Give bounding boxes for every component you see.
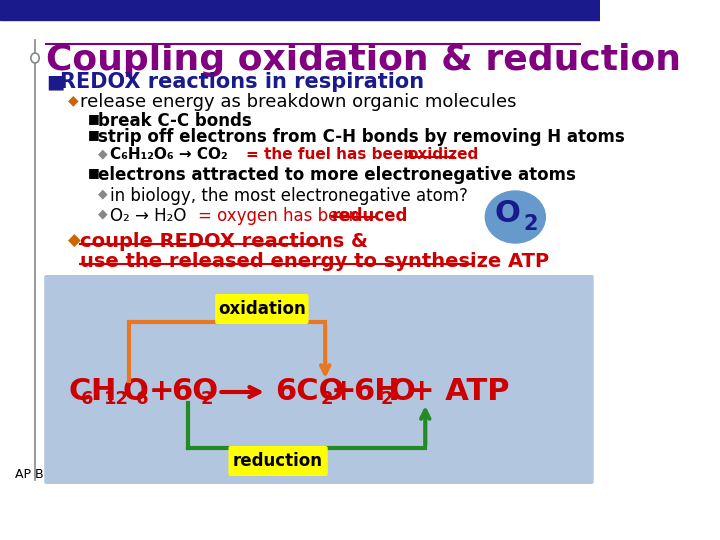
Text: ◆: ◆ xyxy=(99,207,108,220)
Text: ◆: ◆ xyxy=(99,187,108,200)
Text: O₂ → H₂O: O₂ → H₂O xyxy=(110,207,197,225)
Text: 2: 2 xyxy=(523,214,538,234)
Text: O: O xyxy=(494,199,520,228)
Text: 6O: 6O xyxy=(171,377,218,407)
Text: strip off electrons from C-H bonds by removing H atoms: strip off electrons from C-H bonds by re… xyxy=(99,128,625,146)
Text: oxidized: oxidized xyxy=(407,147,478,162)
Text: ◆: ◆ xyxy=(68,93,79,107)
Text: O: O xyxy=(390,377,415,407)
Text: C₆H₁₂O₆ → CO₂: C₆H₁₂O₆ → CO₂ xyxy=(110,147,238,162)
Text: AP B: AP B xyxy=(15,468,44,481)
Text: 6CO: 6CO xyxy=(275,377,345,407)
Circle shape xyxy=(31,53,39,63)
Text: electrons attracted to more electronegative atoms: electrons attracted to more electronegat… xyxy=(99,166,576,184)
Text: use the released energy to synthesize ATP: use the released energy to synthesize AT… xyxy=(80,252,549,271)
Text: +: + xyxy=(148,377,174,407)
Text: break C-C bonds: break C-C bonds xyxy=(99,112,252,130)
Text: 2: 2 xyxy=(201,390,213,408)
Text: C: C xyxy=(68,377,91,407)
Bar xyxy=(0,0,600,20)
Text: ◆: ◆ xyxy=(99,147,108,160)
Text: = the fuel has been: = the fuel has been xyxy=(246,147,419,162)
FancyBboxPatch shape xyxy=(228,446,328,476)
Text: +: + xyxy=(331,377,356,407)
Text: in biology, the most electronegative atom?: in biology, the most electronegative ato… xyxy=(110,187,468,205)
Text: 6H: 6H xyxy=(353,377,400,407)
Text: 12: 12 xyxy=(104,390,129,408)
Text: 6: 6 xyxy=(136,390,148,408)
Text: 2: 2 xyxy=(380,390,392,408)
Text: O: O xyxy=(122,377,148,407)
Text: oxidation: oxidation xyxy=(218,300,306,318)
Text: ■: ■ xyxy=(88,166,99,179)
Text: reduced: reduced xyxy=(332,207,408,225)
Text: ■: ■ xyxy=(88,128,99,141)
Ellipse shape xyxy=(485,191,545,243)
FancyBboxPatch shape xyxy=(44,275,594,484)
Text: + ATP: + ATP xyxy=(408,377,509,407)
Text: couple REDOX reactions &: couple REDOX reactions & xyxy=(80,232,368,251)
Text: REDOX reactions in respiration: REDOX reactions in respiration xyxy=(60,72,424,92)
Text: Coupling oxidation & reduction: Coupling oxidation & reduction xyxy=(46,43,681,77)
Text: release energy as breakdown organic molecules: release energy as breakdown organic mole… xyxy=(80,93,516,111)
Text: reduction: reduction xyxy=(233,452,323,470)
FancyBboxPatch shape xyxy=(215,294,309,324)
Text: ■: ■ xyxy=(88,112,99,125)
Text: 2: 2 xyxy=(320,390,333,408)
Text: = oxygen has been: = oxygen has been xyxy=(199,207,365,225)
Text: H: H xyxy=(90,377,115,407)
Text: ■: ■ xyxy=(46,72,64,91)
Text: ◆: ◆ xyxy=(68,232,81,250)
Text: 6: 6 xyxy=(81,390,94,408)
